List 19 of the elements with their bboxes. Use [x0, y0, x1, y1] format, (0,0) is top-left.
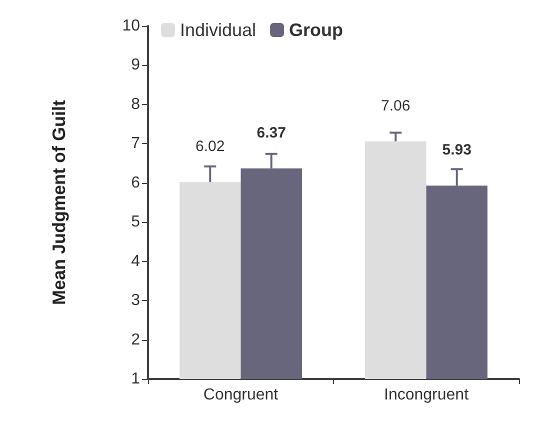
x-tick-label: Congruent — [203, 386, 279, 404]
y-tick-label: 5 — [131, 214, 140, 231]
data-label: 7.06 — [381, 97, 410, 114]
legend-label: Individual — [180, 20, 256, 40]
data-label: 6.02 — [196, 138, 225, 156]
y-tick-label: 8 — [131, 96, 140, 113]
legend-label: Group — [289, 20, 344, 40]
y-tick-label: 10 — [122, 18, 140, 34]
y-tick-label: 4 — [131, 252, 140, 270]
y-tick-label: 1 — [131, 370, 140, 388]
y-tick-label: 9 — [131, 56, 140, 74]
y-tick-label: 6 — [131, 174, 140, 192]
data-label: 6.37 — [256, 124, 286, 142]
y-tick-label: 2 — [131, 331, 140, 348]
y-tick-label: 7 — [131, 135, 140, 152]
y-axis-title: Mean Judgment of Guilt — [49, 100, 69, 305]
x-tick-label: Incongruent — [384, 386, 470, 404]
y-tick-label: 3 — [131, 292, 140, 310]
data-label: 5.93 — [442, 142, 472, 159]
